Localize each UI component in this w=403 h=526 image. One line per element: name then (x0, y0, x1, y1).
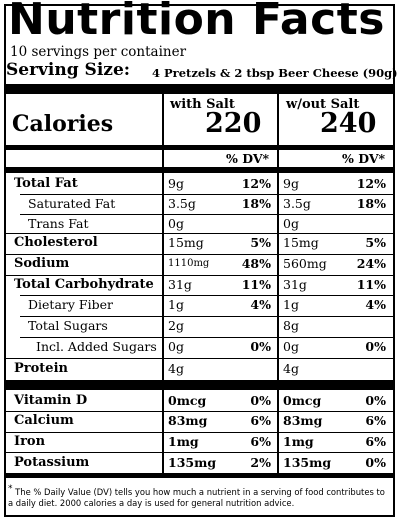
amount-without-salt: 3.5g (283, 196, 311, 211)
amount-without-salt: 0g (283, 216, 299, 231)
nutrient-name: Sodium (14, 256, 70, 271)
row-divider (20, 316, 393, 317)
thick-divider-top (6, 84, 393, 94)
row-divider (6, 452, 393, 453)
amount-without-salt: 1g (283, 297, 299, 312)
dv-without-salt: 12% (356, 176, 386, 191)
amount-with-salt: 0g (168, 216, 184, 231)
calories-label: Calories (12, 111, 114, 137)
vitamin-name: Potassium (14, 455, 90, 470)
row-divider (20, 214, 393, 215)
vitamin-name: Iron (14, 434, 46, 449)
dv-without-salt: 4% (365, 297, 386, 312)
amount-with-salt: 3.5g (168, 196, 196, 211)
dv-with-salt: 0% (250, 339, 271, 354)
vitamin-dv-with-salt: 6% (250, 434, 271, 449)
vitamin-dv-without-salt: 0% (365, 455, 386, 470)
serving-size-label: Serving Size: (6, 60, 131, 80)
row-divider (6, 432, 393, 433)
vitamin-amount-without-salt: 1mg (283, 434, 314, 449)
nutrient-name: Total Sugars (28, 318, 108, 333)
vitamin-amount-without-salt: 135mg (283, 455, 332, 470)
amount-with-salt: 9g (168, 176, 184, 191)
dv-with-salt: 5% (250, 235, 271, 250)
vitamin-amount-without-salt: 83mg (283, 413, 323, 428)
nutrition-label (4, 4, 395, 517)
amount-with-salt: 1110mg (168, 258, 210, 269)
nutrient-name: Trans Fat (28, 216, 89, 231)
footnote: * The % Daily Value (DV) tells you how m… (8, 484, 388, 509)
nutrient-name: Cholesterol (14, 235, 98, 250)
serving-size-value: 4 Pretzels & 2 tbsp Beer Cheese (90g) (152, 66, 398, 80)
dv-with-salt: 18% (241, 196, 271, 211)
row-divider (6, 358, 393, 359)
amount-without-salt: 560mg (283, 256, 327, 271)
dv-header-with-salt: % DV* (226, 151, 270, 166)
amount-without-salt: 8g (283, 318, 299, 333)
amount-without-salt: 31g (283, 277, 307, 292)
vitamin-dv-with-salt: 6% (250, 413, 271, 428)
label-title: Nutrition Facts (8, 0, 385, 45)
amount-with-salt: 15mg (168, 235, 204, 250)
amount-without-salt: 15mg (283, 235, 319, 250)
amount-with-salt: 4g (168, 361, 184, 376)
vitamin-amount-with-salt: 1mg (168, 434, 199, 449)
dv-without-salt: 0% (365, 339, 386, 354)
thick-divider-vitamins (6, 380, 393, 390)
calories-divider (6, 145, 393, 150)
dv-with-salt: 4% (250, 297, 271, 312)
amount-with-salt: 0g (168, 339, 184, 354)
vitamin-amount-without-salt: 0mcg (283, 393, 322, 408)
nutrient-name: Protein (14, 361, 68, 376)
dv-without-salt: 5% (365, 235, 386, 250)
row-divider (20, 337, 393, 338)
amount-without-salt: 4g (283, 361, 299, 376)
servings-per-container: 10 servings per container (10, 44, 187, 60)
column-divider-2 (277, 94, 279, 477)
vitamin-amount-with-salt: 83mg (168, 413, 208, 428)
dv-with-salt: 11% (241, 277, 271, 292)
vitamin-amount-with-salt: 135mg (168, 455, 217, 470)
nutrient-name: Total Carbohydrate (14, 277, 154, 292)
row-divider (20, 295, 393, 296)
column-header-with-salt: with Salt (170, 97, 235, 112)
amount-with-salt: 1g (168, 297, 184, 312)
vitamin-dv-without-salt: 0% (365, 393, 386, 408)
dv-without-salt: 11% (356, 277, 386, 292)
row-divider (6, 275, 393, 276)
vitamin-dv-with-salt: 0% (250, 393, 271, 408)
footnote-text: The % Daily Value (DV) tells you how muc… (8, 486, 385, 508)
calories-with-salt: 220 (205, 108, 262, 139)
column-header-without-salt: w/out Salt (286, 97, 360, 112)
column-divider-1 (162, 94, 164, 477)
dv-without-salt: 24% (356, 256, 386, 271)
nutrient-name: Total Fat (14, 176, 78, 191)
vitamin-amount-with-salt: 0mcg (168, 393, 207, 408)
vitamin-dv-without-salt: 6% (365, 434, 386, 449)
footnote-mark: * (8, 484, 13, 494)
nutrient-name: Dietary Fiber (28, 297, 113, 312)
dv-with-salt: 12% (241, 176, 271, 191)
dv-without-salt: 18% (356, 196, 386, 211)
amount-with-salt: 31g (168, 277, 192, 292)
dv-with-salt: 48% (241, 256, 271, 271)
amount-with-salt: 2g (168, 318, 184, 333)
row-divider (20, 194, 393, 195)
amount-without-salt: 0g (283, 339, 299, 354)
nutrient-name: Incl. Added Sugars (36, 339, 157, 354)
nutrient-name: Saturated Fat (28, 196, 116, 211)
vitamin-dv-without-salt: 6% (365, 413, 386, 428)
dv-header-without-salt: % DV* (342, 151, 386, 166)
calories-without-salt: 240 (320, 108, 377, 139)
vitamin-name: Calcium (14, 413, 74, 428)
thick-divider-bottom (6, 473, 393, 478)
vitamin-name: Vitamin D (14, 393, 88, 408)
row-divider (6, 411, 393, 412)
amount-without-salt: 9g (283, 176, 299, 191)
row-divider (6, 254, 393, 255)
row-divider (6, 233, 393, 234)
thick-divider-nutrients (6, 167, 393, 173)
vitamin-dv-with-salt: 2% (250, 455, 271, 470)
